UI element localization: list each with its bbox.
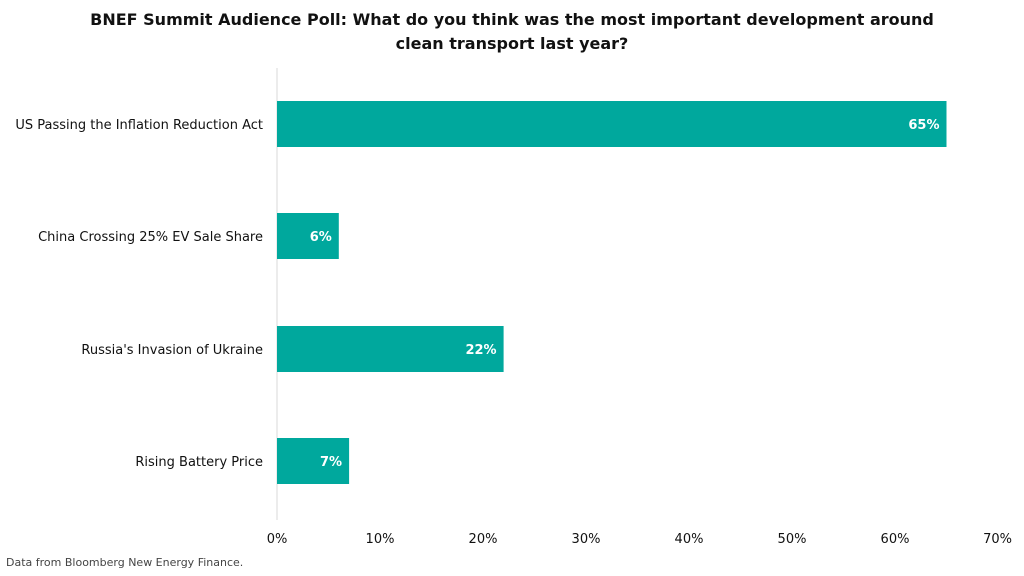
x-tick-label-3: 20% [469,532,498,547]
bar-1 [277,101,947,147]
x-tick-label-4: 30% [572,532,601,547]
category-label-2: China Crossing 25% EV Sale Share [38,230,263,245]
source-footnote: Data from Bloomberg New Energy Finance. [6,556,244,569]
x-tick-label-2: 10% [366,532,395,547]
x-tick-label-8: 70% [983,532,1012,547]
bar-4 [277,438,350,484]
bar-3 [277,326,504,372]
x-tick-label-1: 0% [267,532,288,547]
x-tick-label-5: 40% [675,532,704,547]
x-tick-label-6: 50% [778,532,807,547]
data-label-4: 7% [320,455,342,470]
chart-title-line-2: clean transport last year? [395,34,629,53]
data-label-1: 65% [908,118,939,133]
category-label-4: Rising Battery Price [135,455,263,470]
chart-title: BNEF Summit Audience Poll: What do you t… [0,8,1024,56]
category-label-1: US Passing the Inflation Reduction Act [15,118,263,133]
category-label-3: Russia's Invasion of Ukraine [81,343,263,358]
data-label-2: 6% [310,230,332,245]
data-label-3: 22% [465,343,496,358]
x-tick-label-7: 60% [881,532,910,547]
bar-2 [277,213,339,259]
chart-title-line-1: BNEF Summit Audience Poll: What do you t… [90,10,934,29]
